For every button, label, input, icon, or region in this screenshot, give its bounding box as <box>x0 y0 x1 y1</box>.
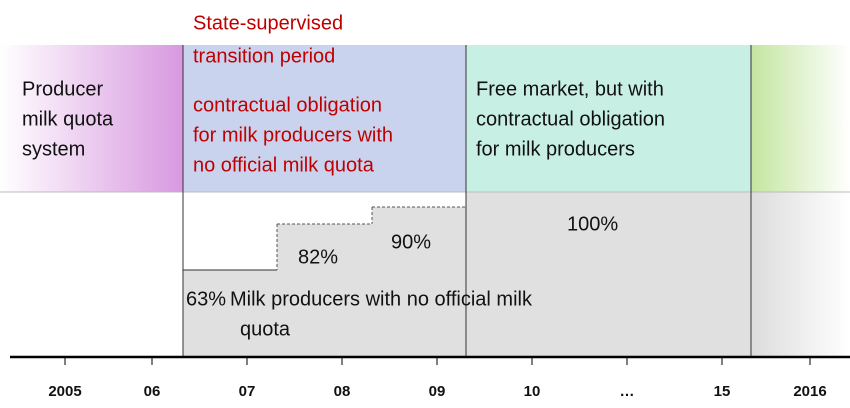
step-90 <box>372 207 466 357</box>
year-label: … <box>620 383 635 400</box>
year-label: 09 <box>429 383 446 400</box>
phase-text: contractual obligation <box>476 108 665 130</box>
year-label: 08 <box>334 383 351 400</box>
phase-text: system <box>22 138 85 160</box>
step-note: quota <box>240 318 291 340</box>
future-step <box>751 192 850 357</box>
year-label: 2005 <box>48 383 81 400</box>
phase-text: Free market, but with <box>476 78 664 100</box>
step-82 <box>277 224 372 357</box>
phase-text: contractual obligation <box>193 94 382 116</box>
year-label: 2016 <box>793 383 826 400</box>
step-63 <box>183 270 277 357</box>
year-label: 10 <box>524 383 541 400</box>
phase-text: milk quota <box>22 108 114 130</box>
quota-band <box>0 45 183 192</box>
phase-text: no official milk quota <box>193 154 375 176</box>
phase-title: transition period <box>193 45 335 67</box>
free-band <box>466 45 751 192</box>
future-band <box>751 45 850 192</box>
step-note: Milk producers with no official milk <box>230 288 533 310</box>
phase-text: for milk producers <box>476 138 635 160</box>
step-label: 63% <box>186 288 226 310</box>
step-label: 90% <box>391 231 431 253</box>
transition-band <box>183 45 466 192</box>
step-label: 100% <box>567 213 618 235</box>
year-label: 07 <box>239 383 256 400</box>
phase-text: Producer <box>22 78 103 100</box>
year-label: 06 <box>144 383 161 400</box>
step-100 <box>466 192 751 357</box>
phase-title: State-supervised <box>193 12 343 34</box>
phase-text: for milk producers with <box>193 124 393 146</box>
step-label: 82% <box>298 246 338 268</box>
year-label: 15 <box>714 383 731 400</box>
